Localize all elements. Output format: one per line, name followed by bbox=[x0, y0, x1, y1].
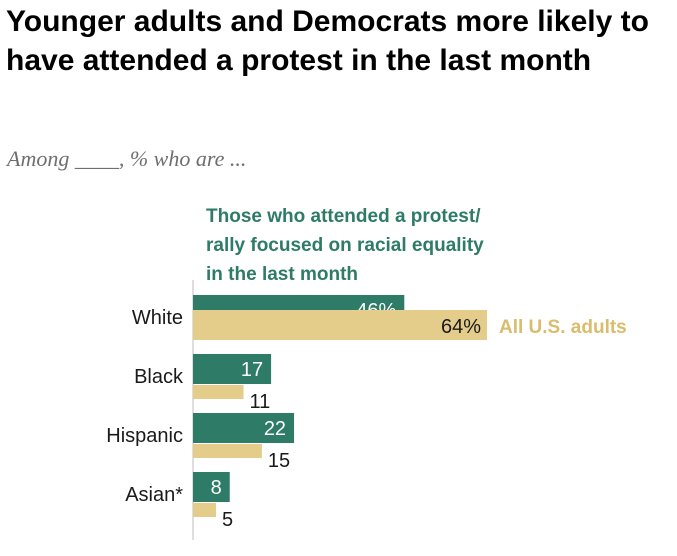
bar-protest-black bbox=[193, 354, 272, 384]
bar-protest-asian bbox=[193, 472, 230, 502]
chart-title: Younger adults and Democrats more likely… bbox=[6, 5, 649, 77]
bar-all-adults-black bbox=[193, 385, 244, 399]
value-label-all-adults-white: 64% bbox=[441, 316, 481, 338]
series-label-all-adults: All U.S. adults bbox=[499, 317, 627, 338]
category-label-white: White bbox=[132, 307, 183, 329]
category-label-asian: Asian* bbox=[125, 484, 183, 506]
chart-subtitle: Among ____, % who are ... bbox=[7, 146, 247, 171]
bar-chart: Those who attended a protest/rally focus… bbox=[106, 206, 627, 540]
series-label-protest-line-1: Those who attended a protest/ bbox=[206, 206, 481, 227]
value-label-protest-asian: 8 bbox=[211, 477, 222, 499]
value-label-protest-black: 17 bbox=[241, 359, 263, 381]
series-label-protest-line-2: rally focused on racial equality bbox=[206, 235, 484, 256]
bar-protest-hispanic bbox=[193, 413, 295, 443]
bar-all-adults-asian bbox=[193, 503, 216, 517]
series-label-protest-line-3: in the last month bbox=[206, 264, 358, 285]
value-label-protest-hispanic: 22 bbox=[264, 418, 286, 440]
category-label-hispanic: Hispanic bbox=[106, 425, 183, 447]
value-label-all-adults-black: 11 bbox=[250, 391, 271, 413]
category-label-black: Black bbox=[134, 366, 184, 388]
value-label-all-adults-hispanic: 15 bbox=[268, 450, 290, 472]
bar-all-adults-hispanic bbox=[193, 444, 262, 458]
bar-all-adults-white bbox=[193, 310, 487, 340]
value-label-all-adults-asian: 5 bbox=[222, 509, 233, 531]
